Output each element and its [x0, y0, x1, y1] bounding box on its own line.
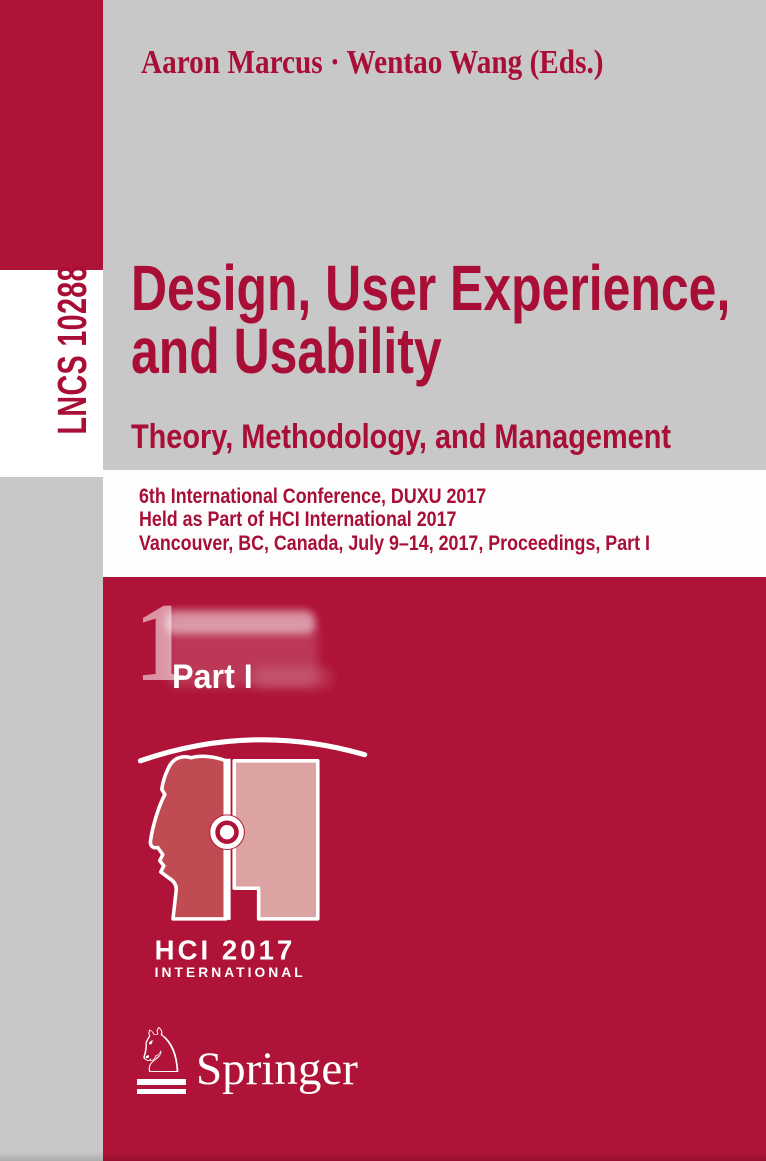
red-body: 1 Part I HCI 2017 INTERNATIONAL ♘ Spring… [103, 577, 766, 1161]
redaction-patch-body [168, 619, 318, 687]
left-strip: LNCS 10288 [0, 0, 103, 1161]
bottom-edge-shade [0, 1152, 766, 1161]
head-profile-icon [148, 754, 228, 921]
title-line-1: Design, User Experience, [131, 252, 731, 324]
left-gray-strip [0, 477, 103, 1161]
page-title: Design, User Experience, and Usability [131, 252, 766, 387]
title-line-2: and Usability [131, 315, 442, 387]
springer-bar-top [137, 1079, 186, 1085]
headphone-center-icon [219, 825, 235, 840]
corner-red-block [0, 0, 103, 270]
conference-info: 6th International Conference, DUXU 2017 … [139, 485, 650, 555]
series-label: LNCS 10288 [49, 265, 95, 435]
editors-line: Aaron Marcus · Wentao Wang (Eds.) [141, 44, 604, 81]
conference-line-2: Held as Part of HCI International 2017 [139, 508, 457, 532]
springer-knight-icon: ♘ [133, 1014, 189, 1087]
conference-band: 6th International Conference, DUXU 2017 … [103, 470, 766, 577]
redaction-patch-tail [253, 667, 333, 689]
conference-line-1: 6th International Conference, DUXU 2017 [139, 485, 487, 508]
springer-bar-bottom [137, 1089, 186, 1094]
subtitle: Theory, Methodology, and Management [131, 418, 672, 456]
face-screen-icon [232, 759, 320, 921]
publisher-wordmark: Springer [196, 1043, 358, 1095]
volume-number: 1 [134, 581, 190, 705]
headphone-ring-icon [210, 815, 244, 850]
hci-logo-subtitle: INTERNATIONAL [155, 965, 306, 979]
part-label: Part I [172, 658, 253, 696]
hci-logo-arc-icon [137, 737, 368, 764]
hci-2017-logo: HCI 2017 INTERNATIONAL [137, 737, 368, 979]
hci-logo-title: HCI 2017 [155, 935, 296, 966]
conference-line-3: Vancouver, BC, Canada, July 9–14, 2017, … [139, 531, 650, 555]
header-area [103, 0, 766, 470]
series-strip: LNCS 10288 [0, 265, 103, 477]
redaction-patch-top [165, 610, 315, 634]
